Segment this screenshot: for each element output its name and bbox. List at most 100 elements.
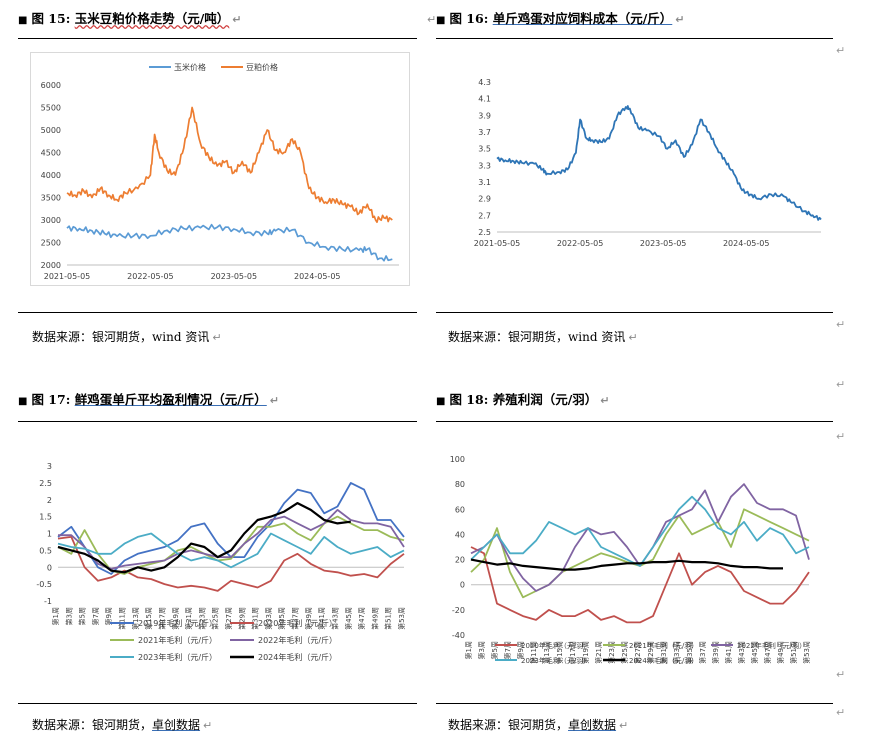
bullet-icon: ■ — [436, 396, 446, 407]
x-tick-label: 第39周 — [304, 607, 313, 630]
y-tick-label: 80 — [455, 480, 465, 489]
x-tick-label: 第37周 — [291, 607, 300, 630]
x-tick-label: 2024-05-05 — [294, 272, 341, 281]
x-tick-label: 第1周 — [51, 607, 60, 625]
y-tick-label: 4500 — [41, 149, 61, 158]
y-tick-label: 2.5 — [478, 228, 491, 237]
legend-label: 2023年毛利（元/斤） — [138, 652, 217, 662]
x-tick-label: 第9周 — [104, 607, 113, 625]
x-tick-label: 第31周 — [659, 641, 668, 664]
series-line-4 — [58, 509, 405, 570]
y-tick-label: 2.5 — [39, 479, 52, 488]
x-tick-label: 第5周 — [490, 641, 499, 659]
series-line-4 — [470, 495, 810, 567]
x-tick-label: 2023-05-05 — [640, 239, 687, 248]
fig17-title-text: 鲜鸡蛋单斤平均盈利情况（元/斤） — [74, 392, 267, 407]
y-tick-label: 5000 — [41, 126, 61, 135]
y-tick-label: 3.7 — [478, 128, 491, 137]
legend-label: 2024年毛利（元/羽） — [629, 656, 698, 665]
y-tick-label: 4.3 — [478, 78, 491, 87]
y-tick-label: 4.1 — [478, 95, 491, 104]
fig18-source: 数据来源：银河期货，卓创数据 ↵ — [448, 716, 628, 733]
edge-return-icon: ↵ — [836, 318, 846, 331]
y-tick-label: -0.5 — [36, 580, 52, 589]
fig18-chart: -40 -20 0 20 40 60 80 100 第1周 第3周 第5周 第7周 第9周 第11周 第13… — [450, 455, 811, 665]
x-tick-label: 2021-05-05 — [44, 272, 91, 281]
legend-label: 2024年毛利（元/斤） — [258, 652, 337, 662]
series-line-1 — [496, 105, 822, 221]
fig17-source-text: 数据来源：银河期货， — [32, 718, 153, 732]
x-tick-label: 第51周 — [789, 641, 798, 664]
x-tick-label: 第43周 — [737, 641, 746, 664]
fig17-source: 数据来源：银河期货，卓创数据 ↵ — [32, 716, 212, 733]
y-tick-label: -20 — [452, 606, 465, 615]
fig18-top-rule — [436, 421, 833, 422]
fig18-chart-area: -40 -20 0 20 40 60 80 100 第1周 第3周 第5周 第7周 第9周 第11周 第13… — [445, 452, 830, 670]
fig18-number: 图 18: — [449, 392, 489, 407]
x-tick-label: 第19周 — [581, 641, 590, 664]
series-line-2 — [57, 536, 405, 592]
fig15-title-text: 玉米豆粕价格走势（元/吨） — [74, 11, 230, 26]
y-tick-label: 3000 — [41, 216, 61, 225]
y-tick-label: 4000 — [41, 171, 61, 180]
fig16-chart-area: 2.5 2.7 2.9 3.1 3.3 3.5 3.7 3.9 4.1 4.3 2021-05-05… — [445, 52, 830, 257]
fig17-source-link[interactable]: 卓创数据 — [152, 718, 201, 732]
fig18-source-link[interactable]: 卓创数据 — [568, 718, 617, 732]
series-line-3 — [57, 515, 405, 575]
x-tick-label: 第25周 — [211, 607, 220, 630]
legend-label: 2021年毛利（元/斤） — [138, 635, 217, 645]
x-tick-label: 第39周 — [711, 641, 720, 664]
x-tick-label: 第33周 — [672, 641, 681, 664]
x-tick-label: 第31周 — [251, 607, 260, 630]
fig16-chart: 2.5 2.7 2.9 3.1 3.3 3.5 3.7 3.9 4.1 4.3 2021-05-05… — [474, 78, 822, 248]
x-tick-label: 第23周 — [197, 607, 206, 630]
x-tick-label: 第29周 — [646, 641, 655, 664]
x-tick-label: 第41周 — [317, 607, 326, 630]
fig15-bottom-rule — [18, 312, 417, 313]
legend-label: 2019年毛利（元/斤） — [138, 618, 217, 628]
return-icon: ↵ — [427, 13, 437, 26]
edge-return-icon: ↵ — [836, 706, 846, 719]
fig16-top-rule — [436, 38, 833, 39]
y-tick-label: 3500 — [41, 194, 61, 203]
fig17-bottom-rule — [18, 703, 417, 704]
x-tick-label: 第9周 — [516, 641, 525, 659]
x-tick-label: 第29周 — [237, 607, 246, 630]
y-tick-label: 5500 — [41, 104, 61, 113]
return-icon: ↵ — [675, 13, 685, 26]
x-tick-label: 第35周 — [685, 641, 694, 664]
series-line-1 — [470, 546, 810, 624]
y-tick-label: 3.9 — [478, 111, 491, 120]
x-tick-label: 第17周 — [157, 607, 166, 630]
return-icon: ↵ — [269, 394, 279, 407]
x-tick-label: 第33周 — [264, 607, 273, 630]
y-tick-label: 2000 — [41, 261, 61, 270]
x-tick-label: 第5周 — [78, 607, 87, 625]
fig15-title: ■ 图 15: 玉米豆粕价格走势（元/吨） ↵ — [18, 8, 241, 27]
series-line-3 — [470, 483, 810, 592]
fig16-title-text: 单斤鸡蛋对应饲料成本（元/斤） — [492, 11, 673, 26]
x-tick-label: 第21周 — [184, 607, 193, 630]
y-tick-label: 0 — [460, 581, 465, 590]
edge-return-icon: ↵ — [836, 430, 846, 443]
fig17-top-rule — [18, 421, 417, 422]
bullet-icon: ■ — [18, 396, 28, 407]
x-tick-label: 第37周 — [698, 641, 707, 664]
legend-label: 2022年毛利（元/斤） — [258, 635, 337, 645]
x-tick-label: 2021-05-05 — [474, 239, 521, 248]
x-tick-label: 第49周 — [776, 641, 785, 664]
x-tick-label: 第7周 — [91, 607, 100, 625]
return-icon: ↵ — [628, 331, 638, 344]
x-tick-label: 第11周 — [118, 607, 127, 630]
y-tick-label: 20 — [455, 556, 465, 565]
x-tick-label: 第3周 — [477, 641, 486, 659]
fig15-top-rule — [18, 38, 417, 39]
x-tick-label: 第15周 — [555, 641, 564, 664]
fig17-title: ■ 图 17: 鲜鸡蛋单斤平均盈利情况（元/斤） ↵ — [18, 389, 279, 408]
x-tick-label: 第17周 — [568, 641, 577, 664]
x-tick-label: 第35周 — [277, 607, 286, 630]
left-return-mark: ↵ — [424, 8, 436, 27]
series-line-2 — [66, 106, 393, 224]
y-tick-label: 3 — [47, 462, 52, 471]
x-tick-label: 第13周 — [542, 641, 551, 664]
